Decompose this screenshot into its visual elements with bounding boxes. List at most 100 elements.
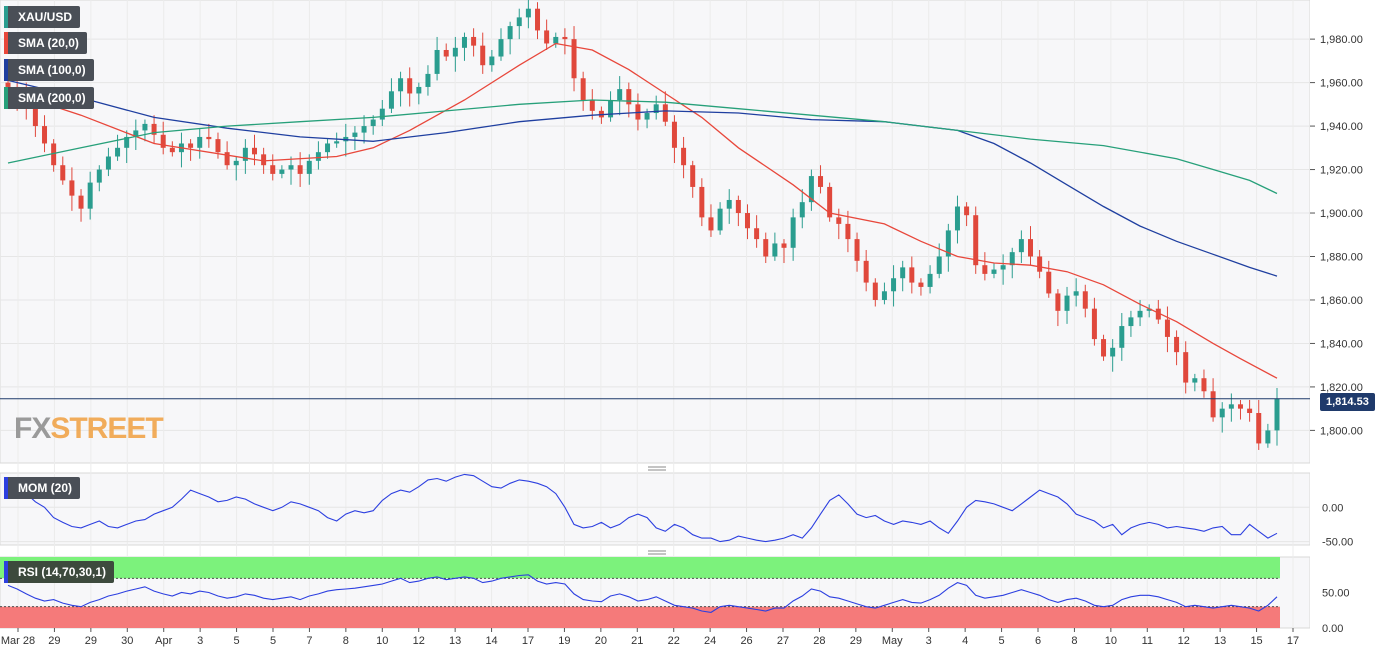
candle-body (42, 126, 48, 144)
sma20-label: SMA (20,0) (18, 36, 79, 50)
x-tick-label: Mar 28 (1, 635, 35, 647)
sma200-swatch (4, 87, 8, 109)
candle-body (571, 39, 577, 79)
overbought-zone (0, 557, 1280, 579)
candle-body (827, 186, 833, 218)
candle-body (708, 217, 714, 231)
candle-body (836, 217, 842, 224)
candle-body (1082, 291, 1088, 309)
candle-body (617, 89, 623, 100)
panel-bg-2 (0, 472, 1311, 546)
x-tick-label: 28 (813, 635, 825, 647)
x-tick-label: 29 (850, 635, 862, 647)
candle-body (315, 152, 321, 161)
symbol-label: XAU/USD (18, 10, 73, 24)
candle-body (863, 260, 869, 283)
candle-body (388, 91, 394, 109)
x-tick-label: 10 (376, 635, 388, 647)
candle-body (516, 17, 522, 27)
candle-body (1018, 239, 1024, 253)
sma100-legend[interactable]: SMA (100,0) (4, 59, 94, 81)
candle-body (233, 160, 239, 166)
candle-body (1265, 430, 1271, 444)
candle-body (1183, 352, 1189, 383)
rsi-line (7, 574, 1278, 613)
price-y-tick-label: 1,860.00 (1320, 295, 1363, 307)
fxstreet-logo: FXSTREET (14, 412, 164, 446)
candle-body (854, 239, 860, 261)
candle-body (215, 139, 221, 153)
candle-body (1046, 271, 1052, 294)
candle-body (461, 36, 467, 48)
candle-body (1274, 398, 1280, 431)
candle-body (124, 136, 130, 148)
sma100-label: SMA (100,0) (18, 63, 86, 77)
price-y-tick-label: 1,960.00 (1320, 78, 1363, 90)
candle-body (480, 45, 486, 66)
candle-body (443, 49, 449, 57)
candle-body (133, 130, 139, 137)
candle-body (535, 8, 541, 31)
candle-body (1037, 256, 1043, 272)
logo-street: STREET (50, 412, 163, 445)
x-tick-label: 12 (413, 635, 425, 647)
price-y-tick-label: 1,920.00 (1320, 165, 1363, 177)
x-tick-label: May (882, 635, 903, 647)
sma100-line (7, 79, 1278, 277)
sma20-legend[interactable]: SMA (20,0) (4, 32, 87, 54)
x-tick-label: 15 (1250, 635, 1262, 647)
candle-body (1192, 378, 1198, 383)
mom-y-tick-label: 0.00 (1322, 502, 1343, 514)
x-tick-label: 11 (1142, 635, 1153, 647)
candle-body (562, 36, 568, 40)
candle-body (909, 267, 915, 283)
mom-swatch (4, 477, 8, 499)
candle-body (754, 228, 760, 240)
candle-body (790, 217, 796, 248)
candle-body (489, 56, 495, 66)
candle-body (945, 230, 951, 257)
candle-body (717, 208, 723, 231)
axis-strip (1310, 0, 1386, 655)
rsi-legend[interactable]: RSI (14,70,30,1) (4, 561, 115, 583)
x-tick-label: 4 (962, 635, 968, 647)
candle-body (188, 143, 194, 148)
candle-body (1247, 408, 1253, 414)
price-y-tick-label: 1,820.00 (1320, 382, 1363, 394)
candle-body (763, 239, 769, 257)
candle-body (936, 256, 942, 274)
candle-body (197, 136, 203, 148)
candle-body (1000, 265, 1006, 270)
candle-body (69, 180, 75, 196)
candle-body (1155, 308, 1161, 320)
candle-body (1091, 308, 1097, 340)
sma200-legend[interactable]: SMA (200,0) (4, 87, 94, 109)
x-tick-label: 13 (449, 635, 461, 647)
mom-line (7, 473, 1278, 543)
rsi-y-tick-label: 0.00 (1322, 623, 1343, 635)
x-tick-label: 30 (121, 635, 133, 647)
candle-body (982, 265, 988, 274)
candle-body (1128, 317, 1134, 327)
candle-body (772, 243, 778, 257)
candle-body (1101, 339, 1107, 357)
candle-body (78, 195, 84, 209)
candle-body (918, 282, 924, 287)
symbol-legend[interactable]: XAU/USD (4, 6, 81, 28)
candle-body (96, 169, 102, 183)
candle-body (416, 86, 422, 94)
candle-body (1110, 347, 1116, 357)
candle-body (1137, 310, 1143, 318)
candle-body (206, 136, 212, 140)
candle-body (1055, 293, 1061, 311)
candle-body (297, 165, 303, 174)
x-tick-label: 8 (1071, 635, 1077, 647)
candle-body (744, 213, 750, 229)
mom-legend[interactable]: MOM (20) (4, 477, 80, 499)
x-tick-label: 22 (668, 635, 680, 647)
candle-body (32, 106, 38, 127)
candle-body (872, 282, 878, 300)
candle-body (169, 147, 175, 153)
candle-body (261, 154, 267, 166)
candle-body (525, 8, 531, 18)
